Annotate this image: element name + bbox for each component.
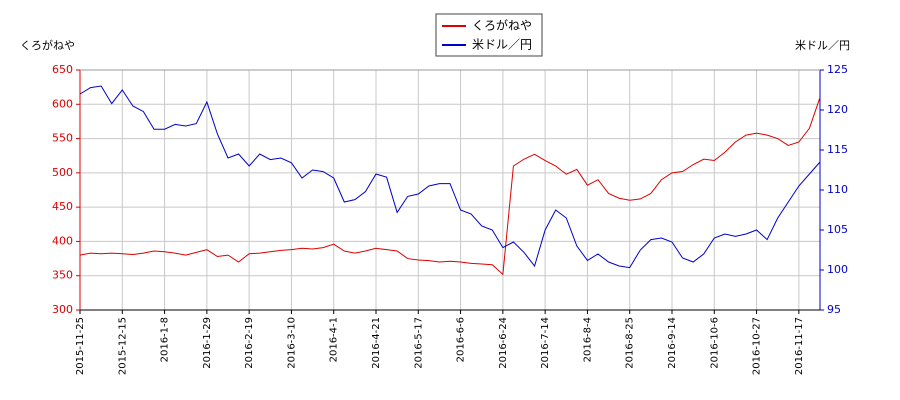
series-line xyxy=(79,85,821,269)
y2-tick-label: 95 xyxy=(827,303,841,316)
x-tick-label: 2016-4-21 xyxy=(371,317,382,369)
x-tick-label: 2016-9-14 xyxy=(667,317,678,369)
y2-axis-title: 米ドル／円 xyxy=(795,39,850,52)
x-tick-label: 2016-8-25 xyxy=(625,317,636,369)
y2-tick-label: 120 xyxy=(827,103,848,116)
x-tick-label: 2016-3-10 xyxy=(286,317,297,369)
y-tick-label: 600 xyxy=(52,97,73,110)
legend-label: 米ドル／円 xyxy=(472,38,532,52)
x-tick-label: 2015-12-15 xyxy=(117,317,128,375)
x-tick-label: 2016-11-17 xyxy=(794,317,805,375)
x-tick-label: 2016-2-19 xyxy=(244,317,255,369)
x-tick-label: 2016-8-4 xyxy=(582,317,593,362)
x-tick-label: 2016-10-27 xyxy=(752,317,763,375)
y2-tick-label: 110 xyxy=(827,183,848,196)
y-tick-label: 500 xyxy=(52,166,73,179)
x-tick-label: 2016-4-1 xyxy=(329,317,340,362)
x-tick-label: 2016-1-8 xyxy=(160,317,171,362)
y-tick-label: 650 xyxy=(52,63,73,76)
x-tick-label: 2016-10-6 xyxy=(709,317,720,369)
x-tick-label: 2016-1-29 xyxy=(202,317,213,369)
y-tick-label: 300 xyxy=(52,303,73,316)
y-tick-label: 350 xyxy=(52,269,73,282)
x-tick-label: 2015-11-25 xyxy=(75,317,86,375)
y2-tick-label: 125 xyxy=(827,63,848,76)
y-tick-label: 400 xyxy=(52,234,73,247)
y-tick-label: 550 xyxy=(52,132,73,145)
x-tick-label: 2016-7-14 xyxy=(540,317,551,369)
x-tick-label: 2016-6-24 xyxy=(498,317,509,369)
y-axis-title: くろがねや xyxy=(20,38,75,52)
series-line xyxy=(79,97,821,276)
legend-box xyxy=(435,13,543,57)
x-tick-label: 2016-5-17 xyxy=(413,317,424,369)
y2-tick-label: 100 xyxy=(827,263,848,276)
y-tick-label: 450 xyxy=(52,200,73,213)
legend-label: くろがねや xyxy=(472,18,532,33)
y2-tick-label: 115 xyxy=(827,143,848,156)
y2-tick-label: 105 xyxy=(827,223,848,236)
x-tick-label: 2016-6-6 xyxy=(456,317,467,362)
